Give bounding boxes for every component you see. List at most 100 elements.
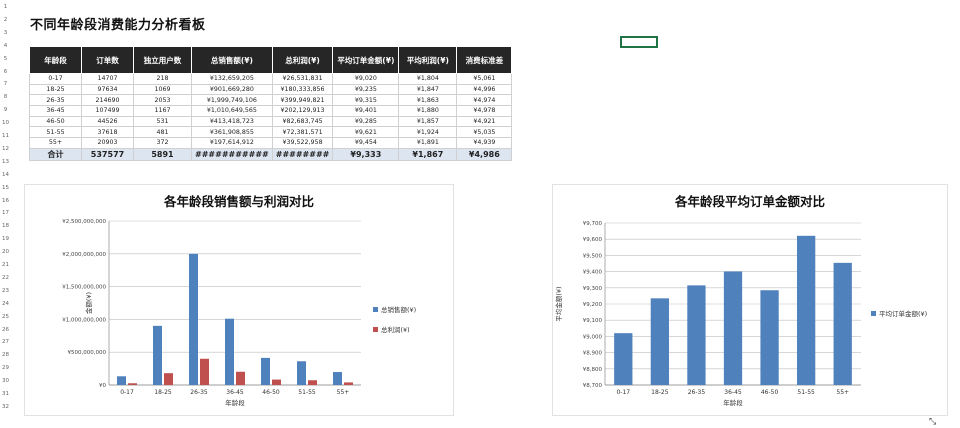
bar[interactable] xyxy=(153,325,162,385)
table-cell[interactable]: ¥5,035 xyxy=(456,126,513,139)
row-number[interactable]: 21 xyxy=(2,262,9,268)
table-cell[interactable]: 20903 xyxy=(81,137,134,149)
resize-handle-icon[interactable]: ⤡ xyxy=(929,417,937,427)
table-cell[interactable]: 218 xyxy=(133,73,192,85)
table-cell[interactable]: 1167 xyxy=(133,105,192,117)
table-cell[interactable]: ¥1,891 xyxy=(398,137,458,149)
legend-item[interactable]: 总销售额(¥) xyxy=(373,304,416,314)
bar[interactable] xyxy=(308,380,317,385)
table-cell[interactable]: 44526 xyxy=(81,115,134,128)
bar[interactable] xyxy=(261,357,270,385)
table-cell[interactable]: 18-25 xyxy=(29,83,82,96)
bar[interactable] xyxy=(117,376,126,385)
table-cell[interactable]: 37618 xyxy=(81,126,134,139)
row-number[interactable]: 5 xyxy=(3,55,8,62)
table-cell[interactable]: ¥1,010,649,565 xyxy=(191,105,273,117)
bar[interactable] xyxy=(272,379,281,385)
row-number[interactable]: 2 xyxy=(3,16,8,23)
legend-item[interactable]: 总利润(¥) xyxy=(373,324,416,334)
table-cell[interactable]: ¥413,418,723 xyxy=(191,115,273,128)
table-cell[interactable]: 46-50 xyxy=(29,115,82,128)
table-cell[interactable]: ¥9,621 xyxy=(332,126,400,139)
row-number[interactable]: 6 xyxy=(3,68,8,75)
row-number[interactable]: 30 xyxy=(2,378,9,385)
bar[interactable] xyxy=(344,382,353,385)
table-cell[interactable]: 97634 xyxy=(81,83,134,96)
bar[interactable] xyxy=(333,372,342,385)
table-cell[interactable]: ¥1,863 xyxy=(398,94,458,107)
table-cell[interactable]: ¥9,020 xyxy=(332,73,400,85)
bar[interactable] xyxy=(297,361,306,385)
table-cell[interactable]: ¥4,939 xyxy=(456,137,513,149)
table-cell[interactable]: ¥9,454 xyxy=(332,137,400,149)
total-cell[interactable]: ¥9,333 xyxy=(332,147,400,161)
table-cell[interactable]: ¥202,129,913 xyxy=(271,105,334,117)
row-number[interactable]: 9 xyxy=(3,107,8,114)
total-cell[interactable]: ######## xyxy=(271,147,334,161)
bar[interactable] xyxy=(797,235,816,385)
row-number[interactable]: 22 xyxy=(2,274,9,281)
bar[interactable] xyxy=(833,262,852,385)
bar[interactable] xyxy=(225,318,234,385)
row-number[interactable]: 15 xyxy=(2,184,9,191)
table-cell[interactable]: 36-45 xyxy=(29,105,82,117)
row-number[interactable]: 26 xyxy=(2,326,9,333)
total-cell[interactable]: ¥4,986 xyxy=(456,147,513,161)
row-number[interactable]: 25 xyxy=(2,313,9,320)
bar[interactable] xyxy=(650,298,669,385)
table-cell[interactable]: ¥26,531,831 xyxy=(271,73,334,85)
table-cell[interactable]: 55+ xyxy=(29,137,82,149)
legend-item[interactable]: 平均订单金额(¥) xyxy=(871,308,927,318)
table-cell[interactable]: ¥1,999,749,106 xyxy=(191,94,273,107)
table-cell[interactable]: ¥5,061 xyxy=(456,73,513,85)
table-cell[interactable]: ¥1,847 xyxy=(398,83,458,96)
total-cell[interactable]: 5891 xyxy=(133,147,192,161)
row-number[interactable]: 3 xyxy=(3,29,8,36)
table-cell[interactable]: ¥39,522,958 xyxy=(271,137,334,149)
table-cell[interactable]: ¥9,285 xyxy=(332,115,400,128)
row-number[interactable]: 27 xyxy=(2,339,9,346)
row-number[interactable]: 12 xyxy=(2,145,9,152)
bar[interactable] xyxy=(236,371,245,385)
table-cell[interactable]: ¥9,235 xyxy=(332,83,400,96)
table-cell[interactable]: ¥399,949,821 xyxy=(271,94,334,107)
row-number[interactable]: 8 xyxy=(3,94,8,101)
table-cell[interactable]: 372 xyxy=(133,137,192,149)
total-cell[interactable]: 537577 xyxy=(81,147,134,161)
row-number[interactable]: 20 xyxy=(2,249,9,256)
table-cell[interactable]: ¥1,804 xyxy=(398,73,458,85)
table-cell[interactable]: ¥4,974 xyxy=(456,94,513,107)
row-number[interactable]: 28 xyxy=(2,352,9,359)
table-cell[interactable]: ¥132,659,205 xyxy=(191,73,273,85)
total-cell[interactable]: 合计 xyxy=(29,147,82,161)
table-cell[interactable]: ¥1,857 xyxy=(398,115,458,128)
table-cell[interactable]: ¥197,614,912 xyxy=(191,137,273,149)
row-number[interactable]: 29 xyxy=(2,365,9,372)
bar[interactable] xyxy=(687,285,706,385)
table-cell[interactable]: ¥361,908,855 xyxy=(191,126,273,139)
row-number[interactable]: 13 xyxy=(2,158,9,165)
avg-order-chart[interactable]: 各年龄段平均订单金额对比 ¥8,700 ¥8,800 ¥8,900 ¥9,000 ¥9,… xyxy=(552,184,948,416)
bar[interactable] xyxy=(723,271,743,385)
table-cell[interactable]: 107499 xyxy=(81,105,134,117)
table-cell[interactable]: 214690 xyxy=(81,94,134,107)
table-cell[interactable]: ¥82,683,745 xyxy=(271,115,334,128)
table-cell[interactable]: 51-55 xyxy=(29,126,82,139)
table-cell[interactable]: ¥1,880 xyxy=(398,105,458,117)
table-cell[interactable]: ¥901,669,280 xyxy=(191,83,273,96)
row-number[interactable]: 17 xyxy=(2,210,9,217)
table-cell[interactable]: ¥180,333,856 xyxy=(271,83,334,96)
bar[interactable] xyxy=(614,333,633,385)
row-number[interactable]: 24 xyxy=(2,300,9,307)
row-number[interactable]: 19 xyxy=(2,236,9,243)
table-cell[interactable]: 26-35 xyxy=(29,94,82,107)
table-cell[interactable]: 1069 xyxy=(133,83,192,96)
table-cell[interactable]: 14707 xyxy=(81,73,134,85)
bar[interactable] xyxy=(189,253,198,385)
table-cell[interactable]: ¥9,401 xyxy=(332,105,400,117)
table-cell[interactable]: 481 xyxy=(133,126,192,139)
table-cell[interactable]: ¥4,978 xyxy=(456,105,513,117)
table-cell[interactable]: 531 xyxy=(133,115,192,128)
table-cell[interactable]: ¥72,381,571 xyxy=(271,126,334,139)
total-cell[interactable]: ########### xyxy=(191,147,273,161)
